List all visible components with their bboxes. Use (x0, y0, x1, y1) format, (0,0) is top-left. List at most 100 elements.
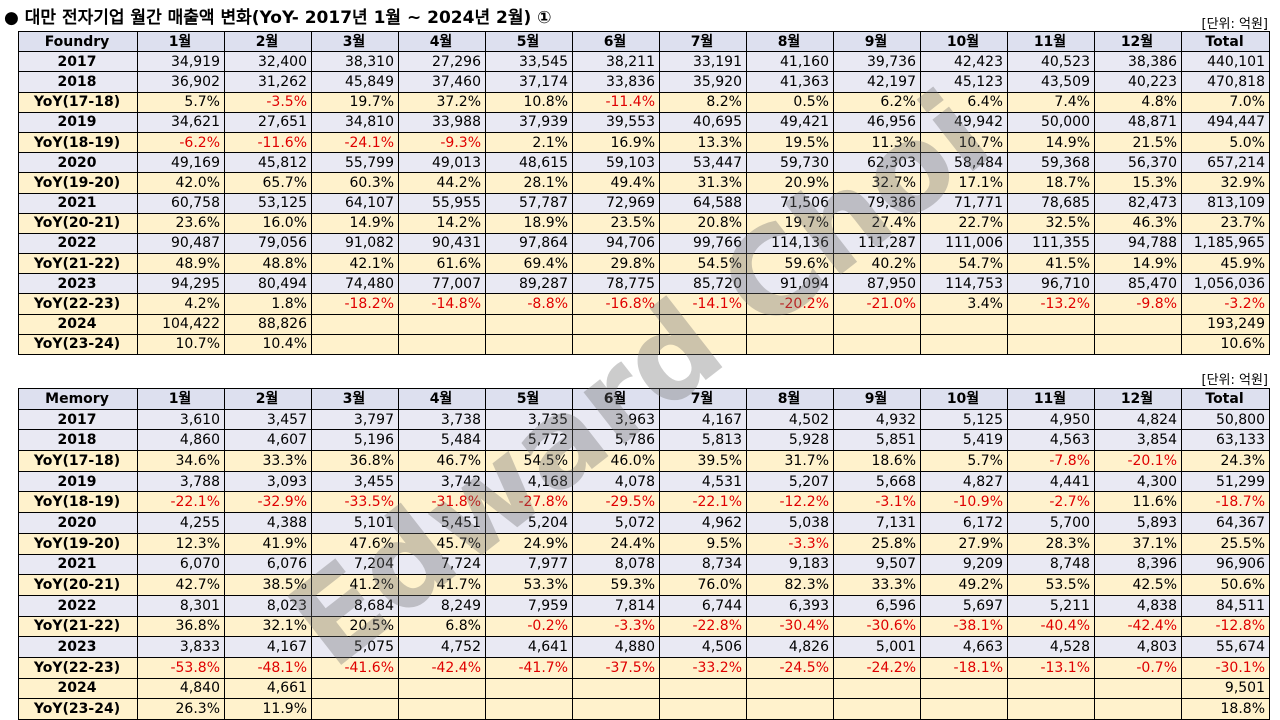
cell: 40,523 (1007, 51, 1095, 73)
header-cell: 7월 (659, 388, 747, 410)
cell (659, 313, 747, 335)
cell: 4,168 (485, 470, 573, 493)
cell: -12.8% (1181, 615, 1270, 638)
cell: 4,502 (746, 408, 834, 431)
cell: 4,827 (920, 470, 1008, 493)
cell: 12.3% (137, 532, 225, 555)
cell: 4,803 (1094, 636, 1182, 658)
cell: -33.2% (659, 656, 747, 679)
cell: 64,588 (659, 192, 747, 214)
header-cell: 3월 (311, 388, 399, 410)
cell: -13.1% (1007, 656, 1095, 679)
cell: 32.7% (833, 172, 921, 194)
cell: 14.9% (1007, 131, 1095, 154)
cell: 54.5% (485, 450, 573, 472)
cell: 34,621 (137, 111, 225, 133)
cell: -24.2% (833, 656, 921, 679)
cell: 8.2% (659, 91, 747, 113)
cell: 40,223 (1094, 71, 1182, 93)
cell: 20.9% (746, 172, 834, 194)
unit-label: [단위: 억원] (1201, 17, 1269, 32)
header-cell: 6월 (572, 30, 660, 53)
cell (746, 677, 834, 700)
cell: 26.3% (137, 698, 225, 720)
cell (1007, 677, 1095, 700)
cell: 5.7% (137, 91, 225, 113)
cell: -16.8% (572, 293, 660, 315)
table-row: 2018 4,860 4,607 5,196 5,484 5,772 5,786 5,813 5… (18, 429, 1270, 452)
cell: 87,950 (833, 273, 921, 295)
cell: 4,824 (1094, 408, 1182, 431)
cell: 48.9% (137, 253, 225, 275)
cell: -22.1% (659, 491, 747, 514)
cell: 32,400 (224, 51, 312, 73)
cell: 45.9% (1181, 253, 1270, 275)
row-label: 2018 (18, 429, 138, 452)
cell: 49.2% (920, 574, 1008, 596)
cell: -41.6% (311, 656, 399, 679)
cell: 51,299 (1181, 470, 1270, 493)
cell: -3.5% (224, 91, 312, 113)
cell: -22.1% (137, 491, 225, 514)
cell: 4,661 (224, 677, 312, 700)
row-label: YoY(20-21) (18, 574, 138, 596)
header-cell: Foundry (18, 30, 138, 53)
cell: 8,734 (659, 553, 747, 576)
cell: -41.7% (485, 656, 573, 679)
cell: 45,849 (311, 71, 399, 93)
cell: 8,249 (398, 594, 486, 617)
cell: 4,607 (224, 429, 312, 452)
cell: 27,296 (398, 51, 486, 73)
cell: 32.1% (224, 615, 312, 638)
cell: -0.7% (1094, 656, 1182, 679)
cell: -38.1% (920, 615, 1008, 638)
cell: 53,125 (224, 192, 312, 214)
row-label: 2024 (18, 677, 138, 700)
cell: 1.8% (224, 293, 312, 315)
cell: 4,531 (659, 470, 747, 493)
header-cell: 8월 (746, 388, 834, 410)
cell: -33.5% (311, 491, 399, 514)
cell: 5,484 (398, 429, 486, 452)
cell: 33,545 (485, 51, 573, 73)
cell: 25.8% (833, 532, 921, 555)
table-row: 2023 94,295 80,494 74,480 77,007 89,287 78,775… (18, 273, 1270, 295)
cell: 11.3% (833, 131, 921, 154)
cell: 4,826 (746, 636, 834, 658)
cell: 32.9% (1181, 172, 1270, 194)
cell: 48,871 (1094, 111, 1182, 133)
header-cell: 4월 (398, 30, 486, 53)
cell: 4,167 (659, 408, 747, 431)
row-label: 2021 (18, 192, 138, 214)
cell: 10.4% (224, 333, 312, 356)
row-label: 2024 (18, 313, 138, 335)
cell: 3,797 (311, 408, 399, 431)
cell: 20.5% (311, 615, 399, 638)
cell: 31.7% (746, 450, 834, 472)
cell: 3,455 (311, 470, 399, 493)
cell: 46.3% (1094, 212, 1182, 234)
header-cell: 11월 (1007, 30, 1095, 53)
cell: 53.3% (485, 574, 573, 596)
cell: 15.3% (1094, 172, 1182, 194)
cell: 59,730 (746, 152, 834, 174)
table-row: 2023 3,833 4,167 5,075 4,752 4,641 4,880 4,506 4… (18, 636, 1270, 658)
cell: 5,893 (1094, 512, 1182, 534)
cell: 42.5% (1094, 574, 1182, 596)
cell: 25.5% (1181, 532, 1270, 555)
cell: 4,663 (920, 636, 1008, 658)
cell: 24.3% (1181, 450, 1270, 472)
cell: 3,093 (224, 470, 312, 493)
cell: 9,183 (746, 553, 834, 576)
row-label: YoY(17-18) (18, 450, 138, 472)
cell: 5,075 (311, 636, 399, 658)
header-cell: 4월 (398, 388, 486, 410)
cell: 5,786 (572, 429, 660, 452)
cell (485, 698, 573, 720)
cell: 6,076 (224, 553, 312, 576)
row-label: 2021 (18, 553, 138, 576)
row-label: YoY(22-23) (18, 656, 138, 679)
cell: 38,211 (572, 51, 660, 73)
cell: 89,287 (485, 273, 573, 295)
header-cell: 10월 (920, 30, 1008, 53)
